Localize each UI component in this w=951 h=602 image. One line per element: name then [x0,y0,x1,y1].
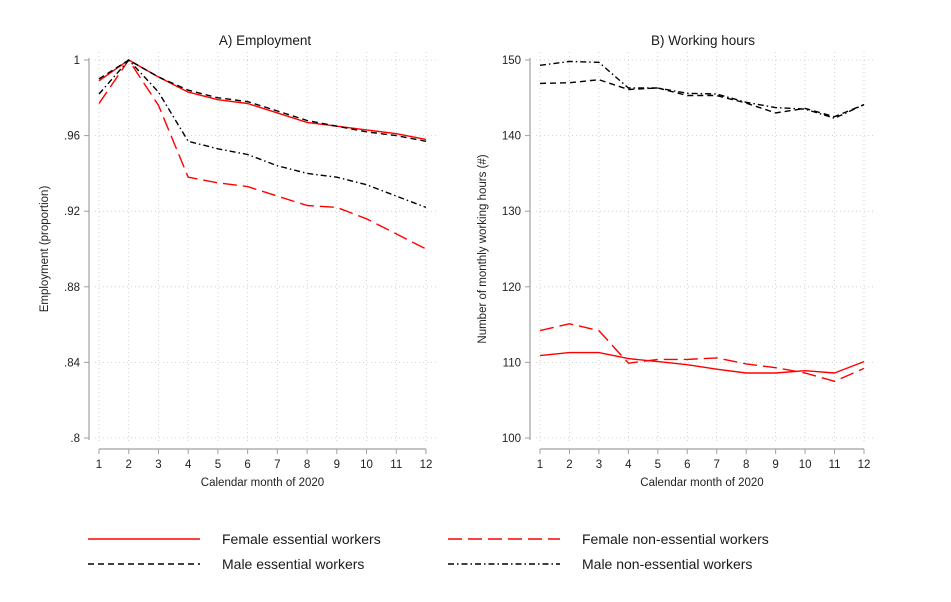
y-axis-label: Number of monthly working hours (#) [477,154,489,343]
chart-title: A) Employment [219,33,312,48]
x-tick-label: 8 [743,459,749,471]
x-tick-label: 5 [655,459,661,471]
x-tick-label: 12 [858,459,871,471]
y-tick-label: 150 [502,55,521,67]
x-tick-label: 10 [360,459,373,471]
x-tick-label: 10 [799,459,812,471]
series-line-fem-ess [539,351,865,374]
y-tick-label: 110 [503,357,521,369]
x-tick-label: 4 [185,459,192,471]
x-axis-label: Calendar month of 2020 [201,477,324,489]
legend-label: Male essential workers [222,556,364,572]
x-tick-label: 1 [96,459,102,471]
x-tick-label: 7 [714,459,720,471]
x-tick-label: 7 [274,459,280,471]
legend-label: Female essential workers [222,531,381,547]
x-tick-label: 3 [596,459,602,471]
legend-label: Male non-essential workers [582,556,752,572]
x-tick-label: 3 [155,459,161,471]
y-axis-label: Employment (proportion) [39,186,51,313]
series-line-male-non [98,59,427,209]
x-tick-label: 9 [772,459,778,471]
y-tick-label: .96 [64,131,80,143]
legend: Female essential workers Female non-essen… [88,531,769,572]
y-tick-label: 120 [502,282,521,294]
x-tick-label: 2 [126,459,132,471]
series-line-fem-non [98,59,427,250]
x-tick-label: 12 [420,459,433,471]
x-tick-label: 11 [829,459,841,471]
y-tick-label: .88 [64,282,80,294]
x-tick-label: 1 [537,459,543,471]
series-line-fem-non [539,323,865,382]
chart-title: B) Working hours [651,33,755,48]
x-tick-label: 11 [390,459,402,471]
y-tick-label: .84 [64,357,81,369]
x-tick-label: 6 [684,459,690,471]
legend-label: Female non-essential workers [582,531,769,547]
y-tick-label: 100 [502,433,521,445]
x-tick-label: 4 [625,459,632,471]
y-tick-label: .92 [64,206,80,218]
series-line-male-ess [98,59,427,142]
x-tick-label: 9 [334,459,340,471]
series-line-fem-ess [98,59,427,141]
x-tick-label: 2 [566,459,572,471]
x-tick-label: 8 [304,459,310,471]
x-tick-label: 5 [215,459,221,471]
y-tick-label: 140 [502,131,521,143]
series-line-male-ess [539,78,865,118]
x-axis-label: Calendar month of 2020 [640,477,763,489]
y-tick-label: 130 [502,206,521,218]
series-line-male-non [539,60,865,119]
y-tick-label: .8 [70,433,80,445]
x-tick-label: 6 [244,459,250,471]
y-tick-label: 1 [74,55,80,67]
